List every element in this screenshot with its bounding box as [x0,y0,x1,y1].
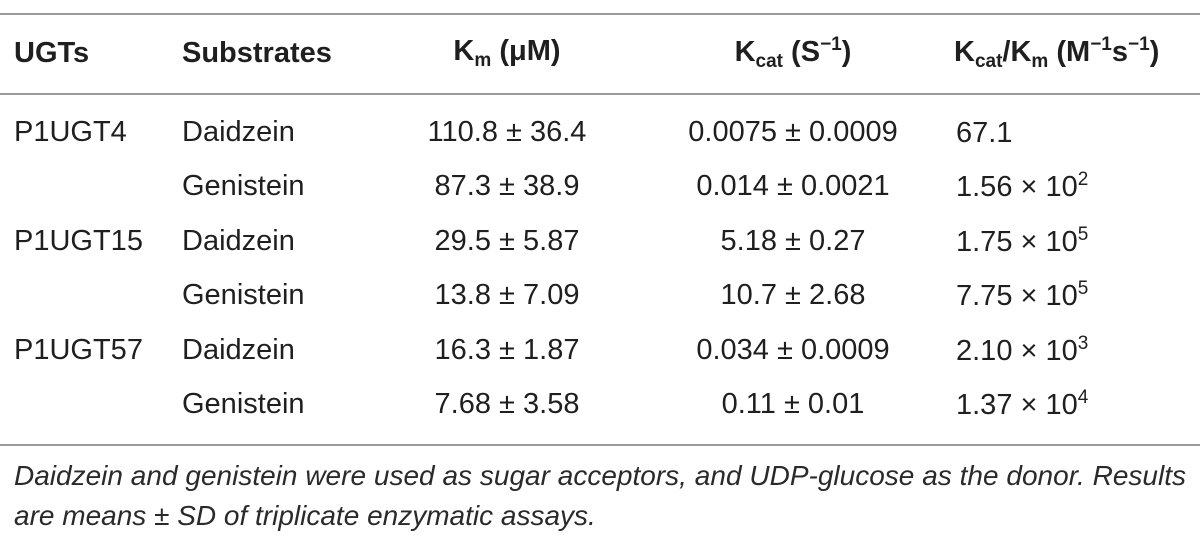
table-row: P1UGT15 Daidzein 29.5 ± 5.87 5.18 ± 0.27… [0,214,1200,269]
cell-kcat-km: 2.10 × 103 [956,332,1089,367]
cell-kcat: 5.18 ± 0.27 [720,224,866,257]
cell-substrate: Genistein [182,170,305,203]
cell-ugt [0,160,182,215]
header-substrates: Substrates [182,37,332,69]
table-row: P1UGT57 Daidzein 16.3 ± 1.87 0.034 ± 0.0… [0,323,1200,378]
cell-km: 110.8 ± 36.4 [427,115,587,148]
cell-substrate: Genistein [182,279,305,312]
cell-km: 29.5 ± 5.87 [434,224,580,257]
cell-ugt [0,269,182,324]
bottom-rule [0,444,1200,446]
cell-kcat: 0.014 ± 0.0021 [696,170,890,203]
cell-km: 13.8 ± 7.09 [434,279,580,312]
cell-kcat: 0.034 ± 0.0009 [696,333,890,366]
kinetics-table: UGTs Substrates Km (μM) Kcat (S−1) Kcat/… [0,14,1200,432]
cell-substrate: Daidzein [182,333,295,366]
table-row: P1UGT4 Daidzein 110.8 ± 36.4 0.0075 ± 0.… [0,95,1200,160]
header-kcat: Kcat (S−1) [734,34,852,72]
header-rule [0,93,1200,95]
header-km: Km (μM) [453,35,561,71]
cell-ugt: P1UGT57 [14,333,143,366]
top-rule [0,13,1200,15]
cell-substrate: Daidzein [182,115,295,148]
header-ugts: UGTs [14,37,90,69]
header-row: UGTs Substrates Km (μM) Kcat (S−1) Kcat/… [0,14,1200,93]
cell-kcat-km: 7.75 × 105 [956,278,1089,313]
cell-ugt: P1UGT4 [14,115,127,148]
cell-kcat: 10.7 ± 2.68 [720,279,866,312]
cell-ugt [0,378,182,433]
cell-kcat-km: 1.75 × 105 [956,223,1089,258]
cell-km: 16.3 ± 1.87 [434,333,580,366]
cell-kcat-km: 67.1 [956,116,1013,149]
table-row: Genistein 7.68 ± 3.58 0.11 ± 0.01 1.37 ×… [0,378,1200,433]
cell-km: 87.3 ± 38.9 [434,170,580,203]
header-kcat-km: Kcat/Km (M−1s−1) [954,34,1160,72]
table-footnote: Daidzein and genistein were used as suga… [14,460,1186,531]
cell-kcat: 0.11 ± 0.01 [721,388,865,421]
table-row: Genistein 13.8 ± 7.09 10.7 ± 2.68 7.75 ×… [0,269,1200,324]
cell-kcat: 0.0075 ± 0.0009 [688,115,898,148]
cell-ugt: P1UGT15 [14,224,143,257]
cell-kcat-km: 1.56 × 102 [956,169,1089,204]
cell-substrate: Genistein [182,388,305,421]
cell-km: 7.68 ± 3.58 [434,388,580,421]
table-row: Genistein 87.3 ± 38.9 0.014 ± 0.0021 1.5… [0,160,1200,215]
cell-kcat-km: 1.37 × 104 [956,387,1089,422]
cell-substrate: Daidzein [182,224,295,257]
